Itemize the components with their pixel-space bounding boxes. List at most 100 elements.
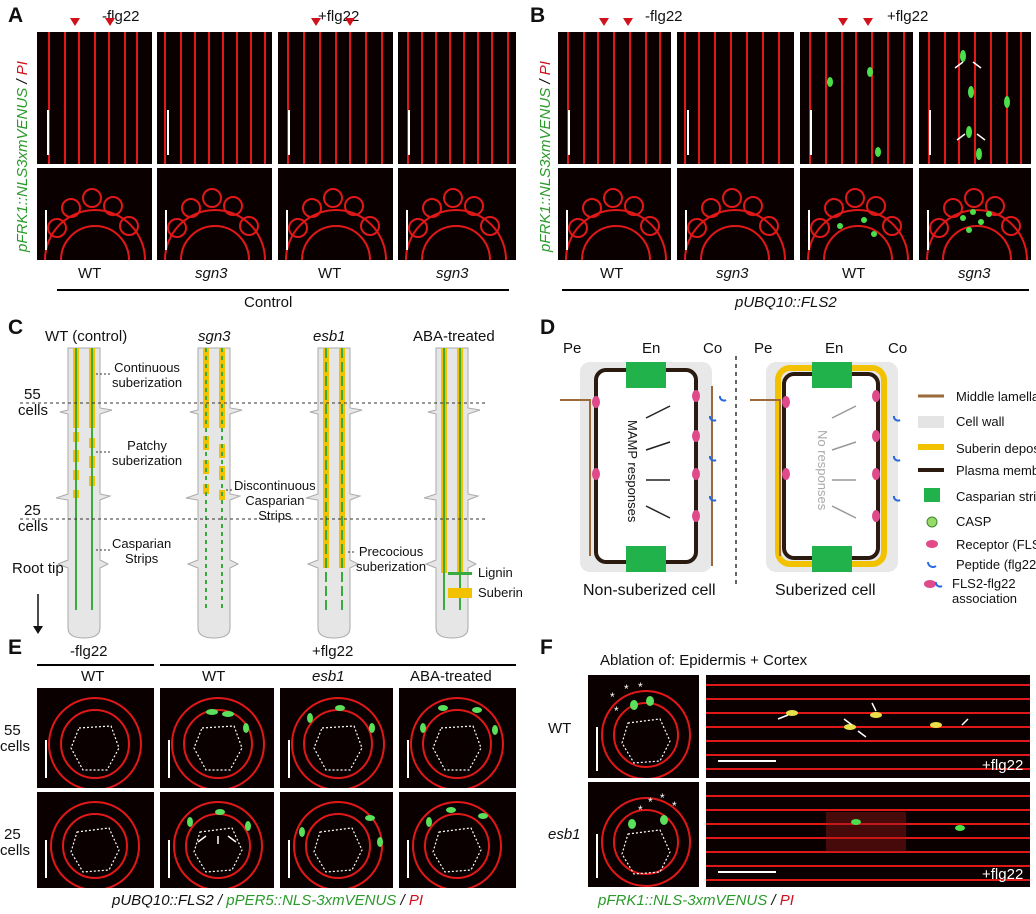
panel-d-en-2: En (825, 340, 844, 357)
panel-e-caption: pUBQ10::FLS2 / pPER5::NLS-3xmVENUS / PI (112, 892, 423, 909)
panel-d-legend-1: Cell wall (956, 414, 1005, 429)
panel-b-cross-1 (558, 168, 671, 260)
panel-e-label: E (8, 636, 23, 659)
panel-b-label: B (530, 4, 546, 27)
svg-text:*: * (624, 682, 629, 696)
panel-a-label: A (8, 4, 24, 27)
panel-a-cross-3 (278, 168, 393, 260)
panel-d-en-1: En (642, 340, 661, 357)
panel-c-legend-lignin: Lignin (478, 565, 513, 580)
panel-b-genotype-1: WT (600, 265, 624, 282)
panel-e-img-25-4 (399, 792, 516, 888)
panel-b-minus-flg22: -flg22 (645, 8, 683, 25)
panel-a-genotype-3: WT (318, 265, 342, 282)
panel-d-diagram (560, 356, 901, 586)
panel-f-cross-esb1: * * * * (588, 782, 699, 887)
panel-c-ann-patchy: Patchy suberization (112, 438, 183, 468)
panel-c-ann-casparian: Casparian Strips (112, 536, 172, 566)
panel-d-nonsuberized: Non-suberized cell (583, 582, 716, 599)
panel-d-legend-4: Casparian strip (956, 489, 1036, 504)
panel-c-col-sgn3: sgn3 (198, 328, 231, 345)
panel-c-25-b: cells (18, 518, 49, 535)
panel-b-longitudinal-3 (800, 32, 913, 164)
panel-e-img-25-1 (37, 792, 154, 888)
panel-c-col-esb1: esb1 (313, 328, 346, 345)
panel-e-geno-4: ABA-treated (410, 668, 492, 685)
panel-b-genotype-4: sgn3 (958, 265, 991, 282)
svg-text:*: * (660, 791, 665, 805)
panel-d-legend-7: Peptide (flg22) (956, 557, 1036, 572)
panel-f-row-esb1: esb1 (548, 826, 581, 843)
panel-e-row1-b: cells (0, 738, 31, 755)
panel-c-55-a: 55 (24, 386, 41, 403)
panel-e-img-25-3 (280, 792, 393, 888)
panel-c-ann-continuous: Continuous suberization (112, 360, 183, 390)
panel-a-arrowheads (70, 18, 355, 26)
panel-c-label: C (8, 316, 24, 339)
panel-b-cross-3 (800, 168, 913, 260)
panel-e-minus-flg22: -flg22 (70, 643, 108, 660)
panel-a-cross-2 (157, 168, 272, 260)
panel-f-caption: pFRK1::NLS-3xmVENUS / PI (598, 892, 794, 909)
panel-a-group-rule (57, 289, 509, 291)
panel-e-rule-minus (37, 664, 154, 666)
panel-f-title: Ablation of: Epidermis + Cortex (600, 652, 808, 669)
panel-a-longitudinal-1 (37, 32, 152, 164)
panel-c-25-a: 25 (24, 502, 41, 519)
svg-text:*: * (638, 680, 643, 694)
panel-d-legend-9: association (952, 591, 1018, 606)
panel-b-genotype-2: sgn3 (716, 265, 749, 282)
panel-c-legend-suberin: Suberin (478, 585, 523, 600)
svg-text:*: * (638, 803, 643, 817)
panel-a-genotype-1: WT (78, 265, 102, 282)
panel-d-legend-5: CASP (956, 514, 992, 529)
panel-e-row2-a: 25 (4, 826, 21, 843)
panel-f-row-wt: WT (548, 720, 572, 737)
panel-d-mamp-label: MAMP responses (625, 420, 640, 523)
panel-e-img-55-3 (280, 688, 393, 788)
panel-f-treatment-esb1: +flg22 (982, 866, 1024, 883)
svg-text:*: * (614, 704, 619, 718)
svg-text:*: * (672, 799, 677, 813)
panel-e-img-55-4 (399, 688, 516, 788)
panel-b-group-label: pUBQ10::FLS2 (735, 294, 837, 311)
panel-b-genotype-3: WT (842, 265, 866, 282)
panel-f-label: F (540, 636, 553, 659)
panel-d-legend-swatches (918, 394, 944, 588)
panel-b-longitudinal-4 (919, 32, 1031, 164)
panel-e-rule-plus (160, 664, 516, 666)
panel-f-long-wt (706, 675, 1030, 778)
panel-e-geno-2: WT (202, 668, 226, 685)
panel-b-ylabel: pFRK1::NLS3xmVENUS / PI (537, 61, 554, 252)
panel-d-legend-8: FLS2-flg22 (952, 576, 1016, 591)
panel-e-plus-flg22: +flg22 (312, 643, 354, 660)
panel-b-arrowheads (599, 18, 873, 26)
panel-d-noresp-label: No responses (815, 430, 830, 511)
panel-e-geno-3: esb1 (312, 668, 345, 685)
panel-b-longitudinal-2 (677, 32, 794, 164)
panel-e-img-55-1 (37, 688, 154, 788)
panel-c-diagram (20, 347, 488, 639)
panel-c-legend-lignin-swatch (448, 572, 472, 575)
panel-e-img-25-2 (160, 792, 274, 888)
panel-a-cross-1 (37, 168, 152, 260)
panel-d-pe-1: Pe (563, 340, 582, 357)
panel-d-legend-3: Plasma membrane (956, 463, 1036, 478)
panel-a-genotype-4: sgn3 (436, 265, 469, 282)
panel-a-cross-4 (398, 168, 516, 260)
panel-b-longitudinal-1 (558, 32, 671, 164)
panel-a-longitudinal-3 (278, 32, 393, 164)
panel-b-cross-2 (677, 168, 794, 260)
panel-f-treatment-wt: +flg22 (982, 757, 1024, 774)
panel-c-ann-discontinuous: Discontinuous Casparian Strips (234, 478, 316, 523)
panel-d-label: D (540, 316, 556, 339)
panel-b-group-rule (562, 289, 1029, 291)
panel-e-row1-a: 55 (4, 722, 21, 739)
panel-d-legend-6: Receptor (FLS2) (956, 537, 1036, 552)
panel-f-cross-wt: * * * * (588, 675, 699, 778)
panel-b-cross-4 (919, 168, 1031, 260)
panel-d-legend-0: Middle lamella (956, 389, 1036, 404)
panel-d-co-1: Co (703, 340, 723, 357)
panel-c-col-aba: ABA-treated (413, 328, 495, 345)
panel-a-genotype-2: sgn3 (195, 265, 228, 282)
